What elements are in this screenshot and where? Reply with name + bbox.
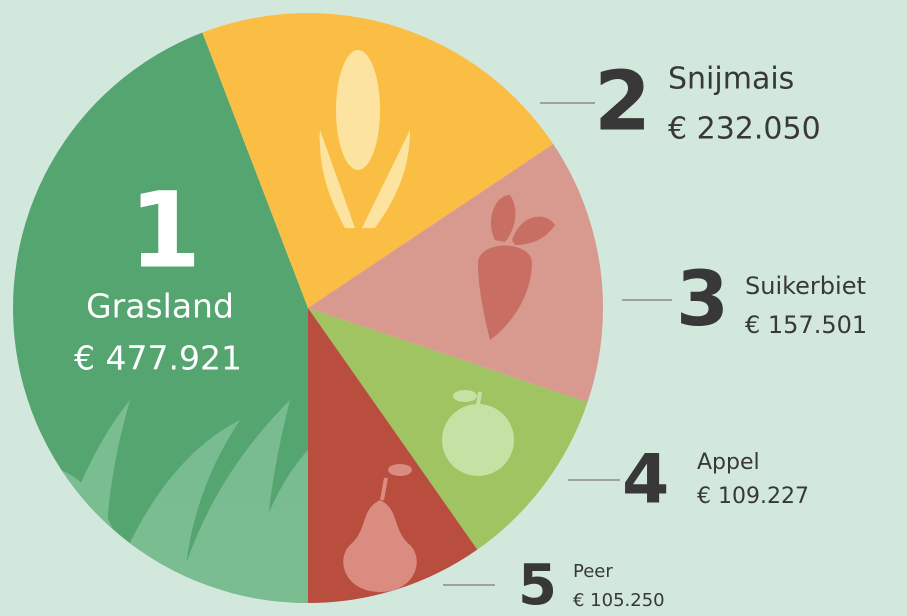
category-label: Appel — [697, 450, 760, 475]
value-label: € 232.050 — [668, 112, 821, 147]
pear-icon — [343, 464, 417, 592]
rank: 4 — [622, 441, 669, 520]
category-label: Snijmais — [668, 62, 794, 97]
pie-slice — [308, 144, 603, 403]
pie-slice — [202, 13, 554, 308]
rank: 1 — [129, 169, 201, 291]
value-label: € 477.921 — [74, 339, 242, 378]
pie-slice — [308, 308, 478, 603]
beet-icon — [478, 195, 555, 340]
pie-slice — [12, 32, 309, 604]
apple-icon — [442, 390, 514, 476]
value-label: € 105.250 — [573, 590, 665, 611]
value-label: € 109.227 — [697, 484, 809, 509]
slices — [12, 13, 603, 604]
category-label: Peer — [573, 561, 613, 582]
rank: 3 — [676, 254, 729, 343]
category-label: Grasland — [86, 287, 234, 326]
rank: 5 — [518, 553, 557, 616]
category-label: Suikerbiet — [745, 272, 866, 300]
corn-icon — [318, 50, 410, 228]
value-label: € 157.501 — [745, 311, 867, 339]
rank: 2 — [594, 54, 651, 149]
